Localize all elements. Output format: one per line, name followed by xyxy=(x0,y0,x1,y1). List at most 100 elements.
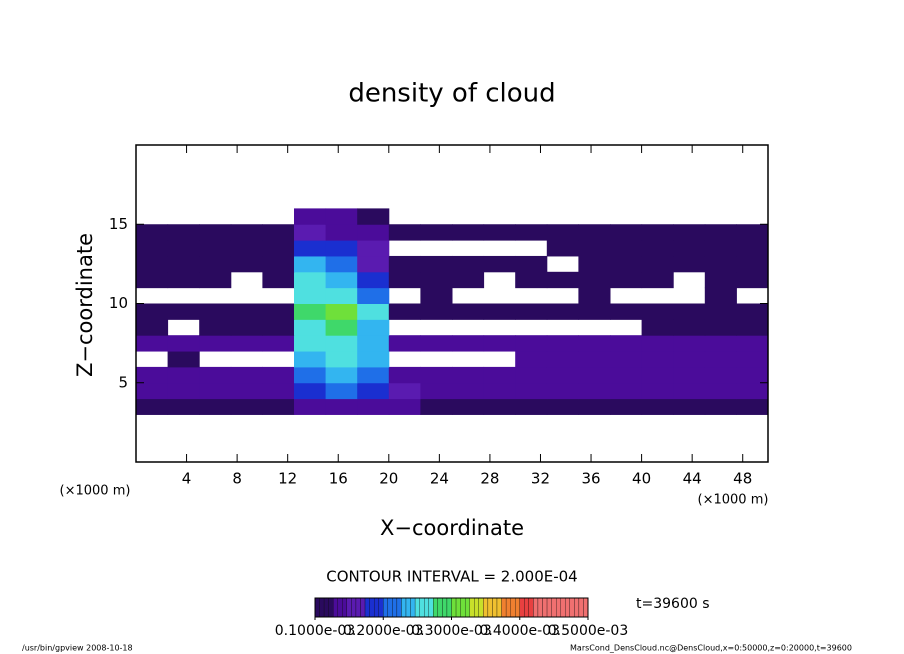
contour-cell xyxy=(515,224,548,241)
contour-cell xyxy=(578,366,611,384)
contour-cell xyxy=(136,335,169,352)
contour-cell xyxy=(325,287,358,304)
contour-cell xyxy=(325,255,358,273)
x-tick-label: 20 xyxy=(379,470,398,488)
colorbar-stripe xyxy=(378,597,384,618)
contour-cell xyxy=(230,303,263,320)
contour-cell xyxy=(546,366,579,384)
colorbar-stripe xyxy=(474,597,479,618)
contour-cell xyxy=(546,271,579,289)
colorbar-stripe xyxy=(478,597,484,618)
contour-cell xyxy=(483,335,516,352)
contour-cell xyxy=(388,366,421,384)
contour-cell xyxy=(199,224,232,241)
contour-cell xyxy=(610,271,643,289)
contour-cell xyxy=(294,224,327,241)
contour-cell xyxy=(294,303,327,320)
contour-cell xyxy=(578,335,611,352)
y-tick-label: 15 xyxy=(109,215,128,233)
contour-cell xyxy=(199,382,232,400)
contour-cell xyxy=(357,351,390,368)
contour-cell xyxy=(483,398,516,415)
contour-cell xyxy=(357,366,390,384)
colorbar-stripe xyxy=(323,597,329,618)
contour-cell xyxy=(325,382,358,400)
colorbar-stripe xyxy=(574,597,580,618)
contour-cell xyxy=(641,255,674,273)
contour-cell xyxy=(704,366,737,384)
x-tick-label: 4 xyxy=(182,470,192,488)
contour-cell xyxy=(578,271,611,289)
contour-cell xyxy=(388,382,421,400)
contour-cell xyxy=(388,224,421,241)
colorbar-stripe xyxy=(410,597,416,618)
contour-cell xyxy=(704,224,737,241)
contour-cell xyxy=(673,319,706,336)
x-tick-label: 36 xyxy=(581,470,600,488)
contour-cell xyxy=(230,366,263,384)
colorbar-stripe xyxy=(446,597,452,618)
contour-cell xyxy=(546,240,579,257)
contour-cell xyxy=(704,240,737,257)
contour-cell xyxy=(420,255,453,273)
contour-cell xyxy=(515,303,548,320)
contour-cell xyxy=(167,224,200,241)
contour-cell xyxy=(515,335,548,352)
contour-cell xyxy=(704,382,737,400)
contour-cell xyxy=(357,255,390,273)
colorbar-stripe xyxy=(542,597,548,618)
contour-cell xyxy=(736,382,769,400)
contour-cell xyxy=(167,255,200,273)
contour-cell xyxy=(546,224,579,241)
contour-cell xyxy=(199,319,232,336)
chart-title: density of cloud xyxy=(348,79,555,109)
contour-cell xyxy=(420,224,453,241)
contour-cell xyxy=(294,271,327,289)
contour-cell xyxy=(641,271,674,289)
contour-cell xyxy=(136,398,169,415)
contour-cell xyxy=(325,351,358,368)
contour-cell xyxy=(325,208,358,225)
contour-cell xyxy=(262,240,295,257)
contour-cell xyxy=(262,335,295,352)
contour-cell xyxy=(357,271,390,289)
contour-cell xyxy=(452,366,485,384)
contour-cell xyxy=(610,240,643,257)
contour-cell xyxy=(167,271,200,289)
colorbar-stripe xyxy=(346,597,352,618)
contour-cell xyxy=(483,224,516,241)
colorbar-stripe xyxy=(433,597,438,618)
contour-cell xyxy=(230,319,263,336)
contour-cell xyxy=(199,366,232,384)
contour-cell xyxy=(262,366,295,384)
contour-cell xyxy=(230,382,263,400)
x-tick-label: 16 xyxy=(329,470,348,488)
colorbar-stripe xyxy=(333,597,338,618)
contour-cell xyxy=(325,271,358,289)
contour-cell xyxy=(736,271,769,289)
contour-cell xyxy=(610,382,643,400)
contour-cell xyxy=(673,224,706,241)
colorbar-stripe xyxy=(487,597,493,618)
colorbar-stripe xyxy=(360,597,366,618)
contour-cell xyxy=(641,240,674,257)
colorbar-stripe xyxy=(569,597,575,618)
contour-cell xyxy=(610,303,643,320)
colorbar-stripe xyxy=(501,597,507,618)
contour-cell xyxy=(167,351,200,368)
contour-cell xyxy=(167,366,200,384)
contour-cell xyxy=(136,255,169,273)
y-tick-label: 5 xyxy=(118,373,128,391)
contour-cell xyxy=(546,382,579,400)
contour-cell xyxy=(452,335,485,352)
contour-cell xyxy=(294,382,327,400)
colorbar-stripe xyxy=(414,597,420,618)
contour-cell xyxy=(420,366,453,384)
colorbar-stripe xyxy=(505,597,511,618)
contour-cell xyxy=(610,255,643,273)
contour-cell xyxy=(357,398,390,415)
contour-cell xyxy=(420,303,453,320)
contour-cell xyxy=(641,366,674,384)
contour-cell xyxy=(610,366,643,384)
contour-cell xyxy=(578,287,611,304)
